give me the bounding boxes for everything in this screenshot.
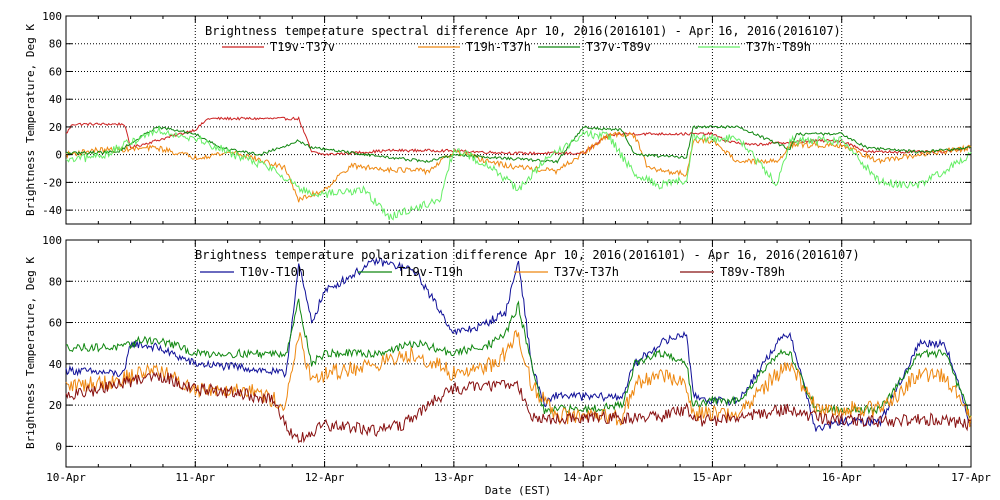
y-tick-label: -40 <box>42 204 62 217</box>
series-lines <box>65 116 972 221</box>
x-tick-labels: 10-Apr 11-Apr 12-Apr 13-Apr 14-Apr 15-Apr 16-A… <box>46 471 991 484</box>
x-tick-label: 11-Apr <box>175 471 215 484</box>
series-line-t37v-t37h <box>65 329 972 428</box>
chart-title: Brightness temperature polarization diff… <box>195 248 860 262</box>
grid <box>66 16 971 224</box>
series-line-t10v-t10h <box>65 256 972 432</box>
plot-frame <box>65 239 972 468</box>
polarization-difference-chart: 0 20 40 60 80 100 Brightness temperature pola… <box>24 234 991 497</box>
legend-label: T19v-T37v <box>270 40 335 54</box>
x-tick-label: 14-Apr <box>563 471 603 484</box>
grid <box>66 240 971 467</box>
spectral-difference-chart: -40 -20 0 20 40 60 80 100 Brightness temperatur… <box>24 10 972 225</box>
ticks: -40 -20 0 20 40 60 80 100 <box>42 10 972 224</box>
series-line-t89v-t89h <box>65 371 972 444</box>
x-tick-label: 15-Apr <box>693 471 733 484</box>
x-tick-label: 13-Apr <box>434 471 474 484</box>
y-tick-label: 0 <box>55 440 62 453</box>
y-tick-label: 20 <box>49 121 62 134</box>
series-line-t37h-t89h <box>65 125 972 221</box>
legend-label: T10v-T10h <box>240 265 305 279</box>
y-tick-label: 100 <box>42 234 62 247</box>
y-tick-label: 100 <box>42 10 62 23</box>
legend-label: T89v-T89h <box>720 265 785 279</box>
series-lines <box>65 256 972 444</box>
legend: T19v-T37v T19h-T37h T37v-T89v T37h-T89h <box>222 40 811 54</box>
series-line-t19v-t19h <box>65 298 972 418</box>
series-line-t37v-t89v <box>65 124 972 164</box>
y-tick-label: 0 <box>55 149 62 162</box>
legend-label: T37v-T89v <box>586 40 651 54</box>
y-tick-label: 20 <box>49 399 62 412</box>
legend-label: T37v-T37h <box>554 265 619 279</box>
y-axis-label: Brightness Temperature, Deg K <box>24 257 37 449</box>
x-axis-label: Date (EST) <box>485 484 551 497</box>
series-line-t19v-t37v <box>65 116 972 157</box>
x-tick-label: 16-Apr <box>822 471 862 484</box>
legend: T10v-T10h T19v-T19h T37v-T37h T89v-T89h <box>200 265 785 279</box>
y-tick-label: 60 <box>49 317 62 330</box>
series-line-t19h-t37h <box>65 131 972 203</box>
legend-label: T19v-T19h <box>398 265 463 279</box>
y-tick-label: 80 <box>49 38 62 51</box>
legend-label: T19h-T37h <box>466 40 531 54</box>
y-tick-label: 40 <box>49 358 62 371</box>
x-tick-label: 10-Apr <box>46 471 86 484</box>
y-tick-label: 80 <box>49 275 62 288</box>
y-axis-label: Brightness Temperature, Deg K <box>24 24 37 216</box>
chart-title: Brightness temperature spectral differen… <box>205 24 841 38</box>
x-tick-label: 12-Apr <box>305 471 345 484</box>
y-tick-label: 60 <box>49 65 62 78</box>
x-tick-label: 17-Apr <box>951 471 991 484</box>
y-tick-label: 40 <box>49 93 62 106</box>
y-tick-label: -20 <box>42 176 62 189</box>
ticks: 0 20 40 60 80 100 <box>42 234 972 467</box>
legend-label: T37h-T89h <box>746 40 811 54</box>
